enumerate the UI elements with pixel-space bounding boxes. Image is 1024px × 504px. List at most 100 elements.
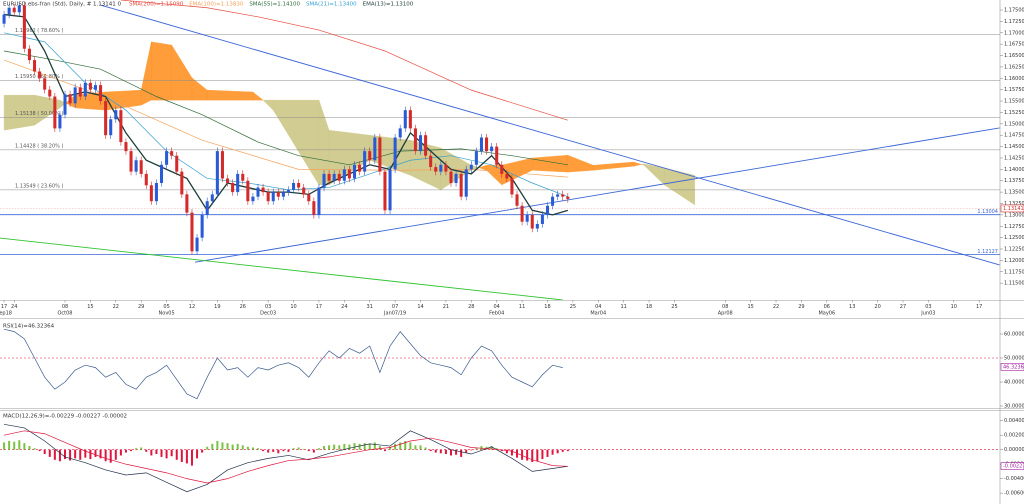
candle-body: [129, 151, 133, 172]
panel-title: EURUSD.ebs-fran (Std), Daily, # 1.13141 …: [3, 2, 122, 8]
histogram-bar: [439, 449, 442, 454]
histogram-bar: [297, 447, 300, 450]
candle-body: [38, 71, 42, 79]
candle-body: [78, 87, 82, 97]
x-tick-label: 26: [240, 304, 246, 310]
histogram-bar: [429, 449, 432, 452]
legend-entry: EMA(100)=1.13830: [189, 2, 244, 8]
candle-body: [241, 173, 245, 181]
x-tick-label: 18: [646, 304, 652, 310]
candle-body: [236, 173, 240, 193]
candle-body: [200, 214, 204, 238]
candle-body: [383, 171, 387, 211]
candle-body: [485, 137, 489, 152]
y-tick-label: 1.13500: [1004, 190, 1024, 196]
candle-body: [205, 201, 209, 215]
x-tick-label: 19: [214, 304, 220, 310]
candle-body: [429, 155, 433, 168]
candle-body: [109, 119, 113, 136]
histogram-bar: [58, 449, 61, 462]
x-tick-label: 20: [874, 304, 880, 310]
histogram-bar: [358, 443, 361, 450]
candle-body: [510, 178, 514, 195]
candle-body: [53, 96, 57, 129]
trendline: [194, 127, 1000, 263]
y-tick-label: 1.16500: [1004, 53, 1024, 59]
x-tick-label: 08: [62, 304, 68, 310]
candle-body: [332, 173, 336, 181]
candle-body: [170, 151, 174, 156]
candle-body: [358, 164, 362, 172]
candle-body: [93, 85, 98, 90]
candle-body: [99, 85, 103, 102]
histogram-bar: [251, 447, 254, 450]
y-tick-label: 60.00000: [1004, 332, 1024, 338]
histogram-bar: [521, 449, 524, 460]
legend-entry: EMA(13)=1.13100: [363, 2, 414, 8]
candle-body: [286, 189, 290, 193]
candle-body: [281, 192, 285, 197]
candle-body: [43, 78, 47, 90]
histogram-bar: [236, 443, 239, 450]
cloud: [664, 167, 695, 206]
histogram-bar: [246, 446, 249, 450]
histogram-bar: [490, 446, 493, 450]
macd-line: [3, 423, 568, 493]
histogram-bar: [38, 449, 41, 452]
panel: [0, 328, 1000, 400]
histogram-bar: [500, 449, 503, 452]
histogram-bar: [160, 449, 163, 457]
candle-body: [388, 169, 392, 211]
candle-body: [561, 194, 565, 197]
histogram-bar: [69, 449, 72, 461]
candle-body: [149, 185, 153, 202]
histogram-bar: [465, 449, 468, 453]
y-tick-label: 1.16750: [1004, 42, 1024, 48]
histogram-bar: [363, 443, 366, 450]
histogram-bar: [226, 443, 229, 450]
histogram-bar: [211, 443, 214, 450]
histogram-bar: [170, 449, 173, 457]
candle-body: [449, 171, 453, 184]
x-tick-label: 28: [468, 304, 474, 310]
candle-body: [403, 110, 407, 129]
y-tick-label: 0.00200: [1004, 433, 1024, 439]
histogram-bar: [104, 449, 107, 462]
candle-body: [180, 171, 184, 195]
histogram-bar: [302, 448, 305, 450]
month-label: Mar04: [590, 311, 606, 317]
candle-body: [185, 194, 189, 213]
candle-body: [556, 194, 560, 197]
histogram-bar: [23, 443, 26, 450]
histogram-bar: [201, 449, 204, 453]
histogram-bar: [114, 449, 117, 460]
x-tick-label: 17: [1, 304, 7, 310]
histogram-bar: [196, 449, 199, 459]
candle-body: [58, 114, 62, 129]
x-tick-label: 03: [925, 304, 931, 310]
x-tick-label: 15: [747, 304, 753, 310]
panel-title: RSI(14)=46.32364: [3, 324, 55, 330]
x-tick-label: 24: [11, 304, 17, 310]
fib-label: 1.14428 ( 38.20% ): [15, 143, 63, 149]
candle-body: [2, 14, 6, 24]
candle-body: [190, 212, 194, 252]
month-label: Oct08: [57, 311, 72, 317]
candle-body: [368, 151, 372, 161]
candle-body: [307, 194, 311, 202]
x-tick-label: 14: [417, 304, 423, 310]
histogram-bar: [185, 449, 188, 464]
candle-body: [378, 137, 382, 172]
candle-body: [297, 183, 301, 188]
x-tick-label: 17: [316, 304, 322, 310]
moving-average: [3, 50, 568, 166]
x-tick-label: 03: [265, 304, 271, 310]
y-tick-label: 1.16250: [1004, 64, 1024, 70]
histogram-bar: [414, 445, 417, 450]
x-tick-label: 21: [443, 304, 449, 310]
histogram-bar: [434, 449, 437, 453]
candle-body: [215, 151, 219, 195]
histogram-bar: [190, 449, 193, 466]
histogram-bar: [155, 449, 158, 455]
cloud: [633, 161, 643, 167]
